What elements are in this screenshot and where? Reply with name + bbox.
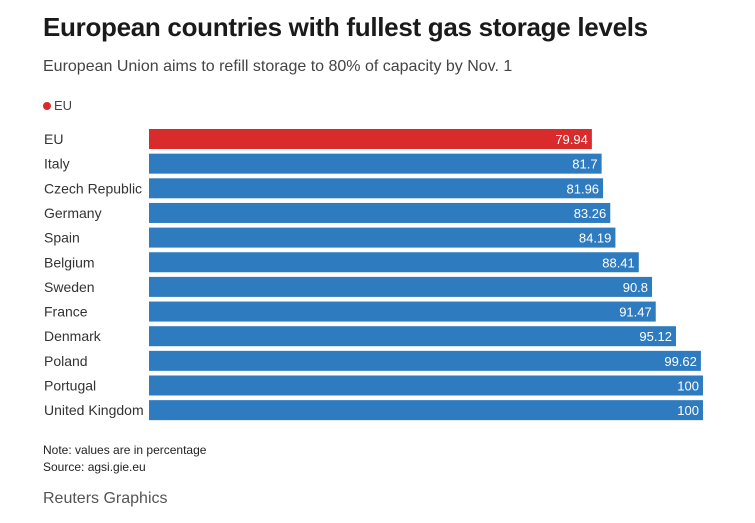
bar-value-label: 88.41 bbox=[602, 255, 635, 270]
bar bbox=[149, 252, 639, 273]
bar bbox=[149, 178, 604, 199]
bar-value-label: 90.8 bbox=[623, 280, 648, 295]
chart-notes: Note: values are in percentage Source: a… bbox=[43, 442, 206, 476]
legend-label: EU bbox=[54, 98, 73, 113]
bar bbox=[149, 227, 616, 248]
category-label: Portugal bbox=[44, 378, 96, 394]
bar bbox=[149, 129, 592, 149]
bar-value-label: 79.94 bbox=[555, 132, 588, 147]
legend-swatch bbox=[43, 101, 51, 110]
category-label: EU bbox=[44, 131, 63, 147]
bar-value-label: 81.96 bbox=[567, 181, 600, 196]
bar-value-label: 95.12 bbox=[639, 329, 672, 344]
bar bbox=[149, 153, 602, 174]
bar bbox=[149, 326, 676, 347]
bar-value-label: 81.7 bbox=[572, 157, 597, 172]
credit-text: Reuters Graphics bbox=[43, 490, 168, 507]
bar bbox=[149, 202, 611, 223]
category-label: Czech Republic bbox=[44, 180, 142, 196]
bar-value-label: 83.26 bbox=[574, 206, 607, 221]
bar-value-label: 84.19 bbox=[579, 231, 612, 246]
category-label: Denmark bbox=[44, 328, 102, 344]
bar bbox=[149, 276, 653, 297]
category-label: Spain bbox=[44, 230, 80, 246]
category-label: Poland bbox=[44, 353, 88, 369]
bar bbox=[149, 375, 703, 396]
source-text: Source: agsi.gie.eu bbox=[43, 460, 146, 474]
category-label: United Kingdom bbox=[44, 402, 144, 418]
note-text: Note: values are in percentage bbox=[43, 443, 207, 457]
chart-subtitle: European Union aims to refill storage to… bbox=[43, 58, 513, 75]
bar-chart: EU 79.94 Italy 81.7 Czech Republic 81.96 Germa… bbox=[44, 129, 703, 421]
bar bbox=[149, 301, 656, 322]
legend: EU bbox=[43, 98, 72, 113]
bar-value-label: 91.47 bbox=[619, 305, 652, 320]
bar bbox=[149, 400, 703, 421]
category-label: France bbox=[44, 304, 88, 320]
bar bbox=[149, 350, 701, 371]
bar-value-label: 99.62 bbox=[664, 354, 697, 369]
bar-value-label: 100 bbox=[677, 403, 699, 418]
bar-value-label: 100 bbox=[677, 379, 699, 394]
category-label: Belgium bbox=[44, 254, 95, 270]
category-label: Germany bbox=[44, 205, 102, 221]
chart-title: European countries with fullest gas stor… bbox=[43, 12, 648, 42]
category-label: Italy bbox=[44, 156, 70, 172]
category-label: Sweden bbox=[44, 279, 95, 295]
